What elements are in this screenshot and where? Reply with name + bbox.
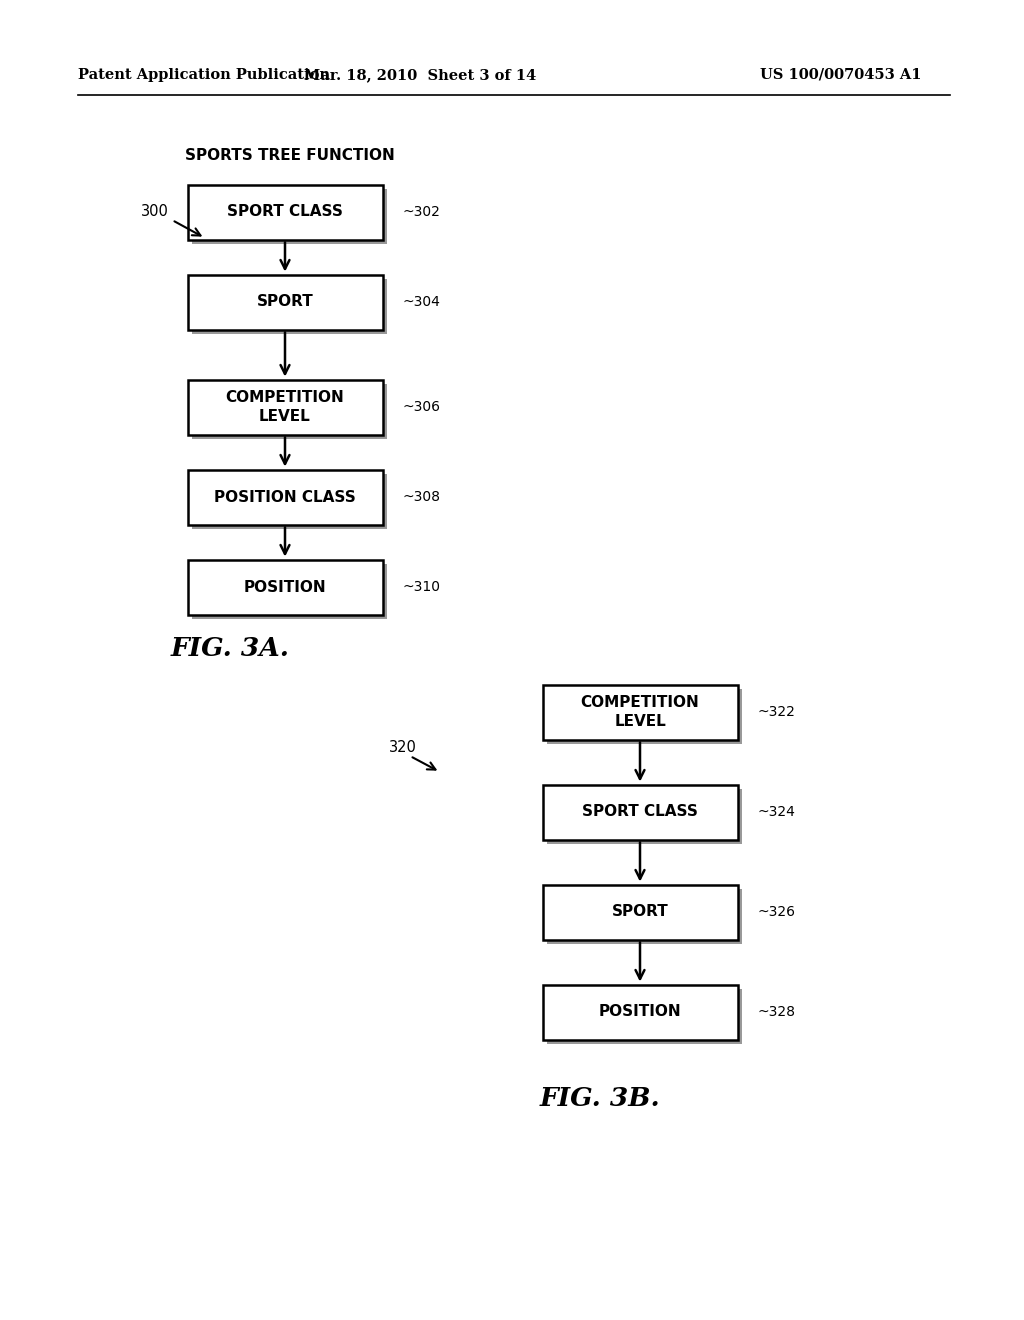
Bar xyxy=(187,275,383,330)
Text: 320: 320 xyxy=(389,741,417,755)
Text: ~322: ~322 xyxy=(758,705,796,719)
Text: POSITION CLASS: POSITION CLASS xyxy=(214,490,356,504)
Text: SPORT: SPORT xyxy=(611,904,669,920)
Text: Mar. 18, 2010  Sheet 3 of 14: Mar. 18, 2010 Sheet 3 of 14 xyxy=(304,69,537,82)
Bar xyxy=(547,689,741,743)
Text: SPORT CLASS: SPORT CLASS xyxy=(227,205,343,219)
Text: ~310: ~310 xyxy=(402,579,440,594)
Text: COMPETITION
LEVEL: COMPETITION LEVEL xyxy=(225,391,344,424)
Text: ~326: ~326 xyxy=(758,906,796,919)
Text: US 100/0070453 A1: US 100/0070453 A1 xyxy=(760,69,922,82)
Text: ~308: ~308 xyxy=(402,490,440,504)
Text: Patent Application Publication: Patent Application Publication xyxy=(78,69,330,82)
Bar xyxy=(191,384,386,438)
Bar xyxy=(543,884,737,940)
Text: SPORT: SPORT xyxy=(257,294,313,309)
Text: COMPETITION
LEVEL: COMPETITION LEVEL xyxy=(581,696,699,729)
Bar xyxy=(543,685,737,739)
Bar xyxy=(187,560,383,615)
Text: POSITION: POSITION xyxy=(244,579,327,594)
Text: ~302: ~302 xyxy=(402,205,440,219)
Bar xyxy=(191,474,386,528)
Bar xyxy=(543,784,737,840)
Bar xyxy=(187,470,383,524)
Text: ~324: ~324 xyxy=(758,805,796,818)
Bar xyxy=(547,788,741,843)
Text: SPORT CLASS: SPORT CLASS xyxy=(582,804,698,820)
Text: ~304: ~304 xyxy=(402,294,440,309)
Bar xyxy=(547,888,741,944)
Text: FIG. 3B.: FIG. 3B. xyxy=(540,1085,660,1110)
Bar xyxy=(543,985,737,1040)
Bar xyxy=(187,185,383,239)
Bar xyxy=(191,189,386,243)
Text: ~306: ~306 xyxy=(402,400,440,414)
Bar xyxy=(547,989,741,1044)
Bar xyxy=(187,380,383,434)
Text: ~328: ~328 xyxy=(758,1005,796,1019)
Text: POSITION: POSITION xyxy=(599,1005,681,1019)
Text: FIG. 3A.: FIG. 3A. xyxy=(171,635,290,660)
Text: SPORTS TREE FUNCTION: SPORTS TREE FUNCTION xyxy=(185,148,395,162)
Bar xyxy=(191,279,386,334)
Text: 300: 300 xyxy=(141,205,169,219)
Bar xyxy=(191,564,386,619)
